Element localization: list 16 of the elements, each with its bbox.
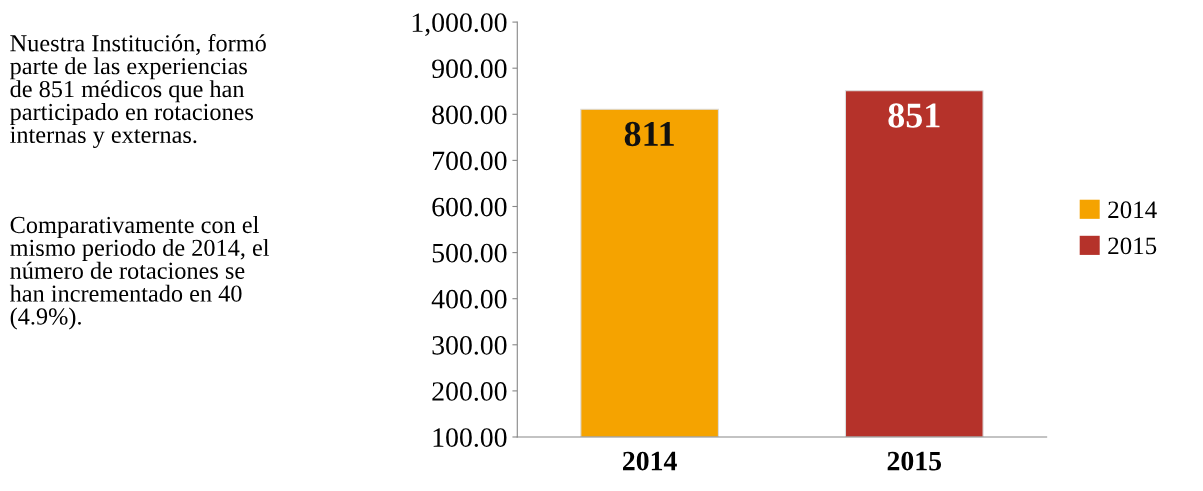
text: Nuestra Institución, formó parte de las experiencias de 851 médicos que han participado en rotaciones internas y externas.: [10, 34, 266, 149]
y-tick-label: 300.00: [432, 335, 507, 355]
y-tick-label: 1,000.00: [412, 13, 507, 36]
y-tick-label: 100.00: [433, 428, 507, 448]
y-tick-label: 700.00: [433, 151, 507, 171]
text: Comparativamente con el mismo periodo de 2014, el número de rotaciones se han incrementado en 40 (4.9%).: [9, 216, 270, 330]
data-label: 811: [624, 121, 674, 147]
data-label: 851: [888, 103, 940, 128]
y-tick-label: 200.00: [432, 382, 507, 401]
legend-label: 2015: [1108, 237, 1157, 255]
y-tick-label: 600.00: [432, 197, 507, 217]
y-tick-label: 500.00: [432, 243, 507, 263]
y-tick-label: 800.00: [432, 105, 507, 125]
legend-label: 2014: [1108, 201, 1157, 219]
y-tick-label: 900.00: [432, 59, 507, 79]
y-tick-label: 400.00: [431, 289, 507, 309]
